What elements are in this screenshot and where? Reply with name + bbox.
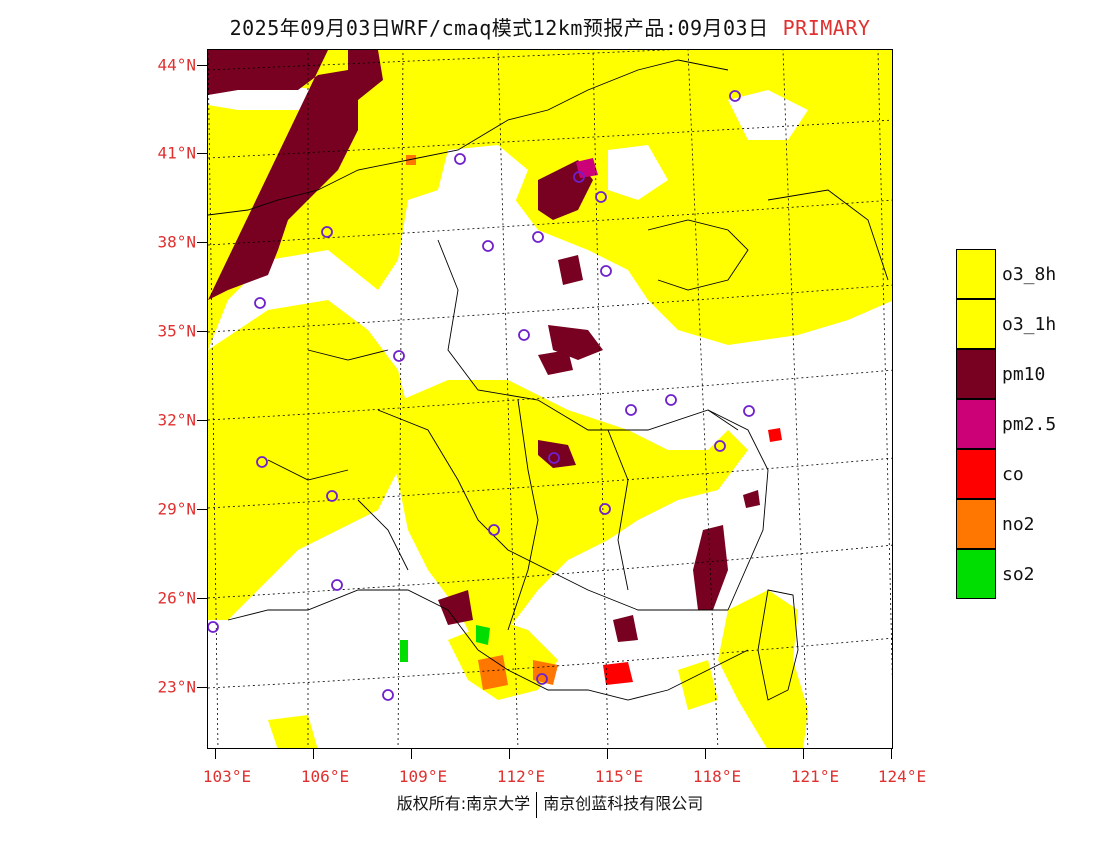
map-canvas	[208, 50, 892, 748]
taiwan-outline	[757, 589, 799, 701]
lon-label: 106°E	[300, 767, 350, 786]
legend-item-so2: so2	[956, 549, 1096, 599]
o3-central	[378, 380, 748, 650]
legend-label: so2	[1002, 564, 1035, 585]
legend-swatch	[956, 299, 996, 349]
legend-swatch	[956, 449, 996, 499]
lon-label: 109°E	[398, 767, 448, 786]
legend-item-no2: no2	[956, 499, 1096, 549]
lat-tick	[197, 242, 207, 243]
lat-label: 26°N	[157, 588, 196, 608]
lat-label: 32°N	[157, 410, 196, 430]
lon-label: 124°E	[877, 767, 927, 786]
legend-swatch	[956, 499, 996, 549]
legend-label: pm10	[1002, 364, 1046, 385]
legend-item-pm25: pm2.5	[956, 399, 1096, 449]
lon-tick	[705, 749, 706, 759]
so2-regions	[400, 625, 490, 662]
legend-label: co	[1002, 464, 1024, 485]
legend-label: o3_1h	[1002, 314, 1057, 335]
city-markers	[208, 90, 755, 701]
lat-tick	[197, 598, 207, 599]
legend-item-co: co	[956, 449, 1096, 499]
lon-tick	[411, 749, 412, 759]
legend-item-pm10: pm10	[956, 349, 1096, 399]
o3-southwest	[268, 715, 318, 748]
copyright-company: 南京创蓝科技有限公司	[543, 794, 704, 813]
primary-tag: PRIMARY	[782, 16, 871, 40]
legend-swatch	[956, 549, 996, 599]
lat-label: 29°N	[157, 499, 196, 519]
province-borders	[208, 59, 889, 701]
lat-tick	[197, 153, 207, 154]
lat-tick	[197, 687, 207, 688]
lat-label: 38°N	[157, 232, 196, 252]
pm10-coast	[693, 525, 728, 610]
lon-label: 115°E	[594, 767, 644, 786]
lon-label: 118°E	[692, 767, 742, 786]
lat-tick	[197, 509, 207, 510]
lon-label: 112°E	[496, 767, 546, 786]
lat-label: 44°N	[157, 55, 196, 75]
legend-label: pm2.5	[1002, 414, 1057, 435]
lon-tick	[607, 749, 608, 759]
o3-coast	[678, 660, 718, 710]
legend-swatch	[956, 349, 996, 399]
no2-regions	[406, 155, 558, 690]
copyright-owner: 版权所有:南京大学	[396, 794, 531, 813]
lon-tick	[803, 749, 804, 759]
footer-separator	[536, 791, 538, 818]
pm10-northwest	[208, 50, 383, 300]
map-title: 2025年09月03日WRF/cmaq模式12km预报产品:09月03日 PRIM…	[0, 12, 1100, 41]
lon-label: 121°E	[790, 767, 840, 786]
lat-label: 23°N	[157, 677, 196, 697]
legend: o3_8h o3_1h pm10 pm2.5 co no2 so2	[956, 249, 1096, 599]
lat-label: 41°N	[157, 143, 196, 163]
lon-label: 103°E	[202, 767, 252, 786]
legend-label: o3_8h	[1002, 264, 1057, 285]
lat-tick	[197, 331, 207, 332]
legend-label: no2	[1002, 514, 1035, 535]
clear-regions	[208, 80, 808, 250]
legend-swatch	[956, 399, 996, 449]
lon-tick	[215, 749, 216, 759]
lon-tick	[313, 749, 314, 759]
co-regions	[603, 428, 782, 685]
lat-tick	[197, 65, 207, 66]
title-text: 2025年09月03日WRF/cmaq模式12km预报产品:09月03日	[229, 16, 769, 40]
lon-tick	[891, 749, 892, 759]
pollution-map	[207, 49, 893, 749]
copyright-footer: 版权所有:南京大学 南京创蓝科技有限公司	[0, 790, 1100, 818]
lat-tick	[197, 420, 207, 421]
legend-item-o3-8h: o3_8h	[956, 249, 1096, 299]
lon-tick	[509, 749, 510, 759]
graticule	[208, 50, 892, 748]
o3-taiwan-strait	[718, 590, 808, 748]
lat-label: 35°N	[157, 321, 196, 341]
legend-swatch	[956, 249, 996, 299]
legend-item-o3-1h: o3_1h	[956, 299, 1096, 349]
